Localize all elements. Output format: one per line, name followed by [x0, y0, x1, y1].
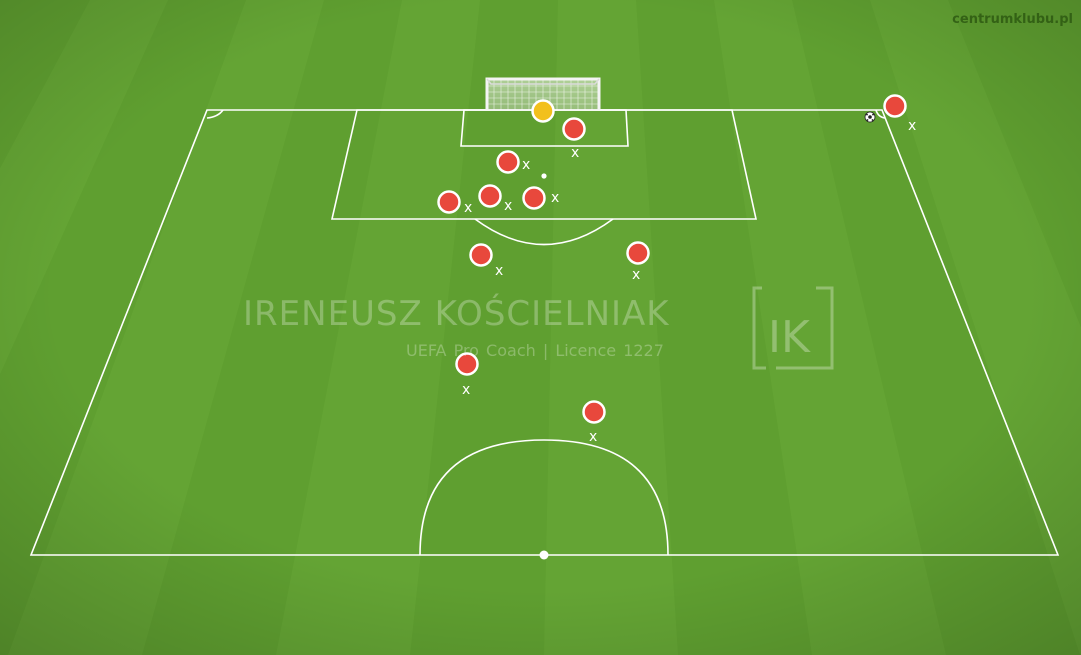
player-marker[interactable] — [469, 243, 493, 267]
penalty-arc — [474, 218, 614, 246]
player-label: x — [571, 145, 579, 161]
coach-name-watermark: IRENEUSZ KOŚCIELNIAK — [243, 294, 670, 334]
pitch-lines — [29, 109, 1060, 556]
corner-arc-right — [875, 109, 886, 119]
penalty-spot — [541, 173, 547, 179]
site-watermark: centrumklubu.pl — [952, 12, 1073, 27]
player-label: x — [908, 118, 916, 134]
players-layer: x x x x x x x x x x — [437, 94, 916, 445]
player-label: x — [504, 198, 512, 214]
center-circle-arc — [419, 439, 669, 556]
player-label: x — [495, 263, 503, 279]
player-marker[interactable] — [455, 352, 479, 376]
soccer-ball-icon[interactable] — [864, 111, 876, 123]
player-marker[interactable] — [522, 186, 546, 210]
player-label: x — [462, 382, 470, 398]
player-marker[interactable] — [478, 184, 502, 208]
player-label: x — [632, 267, 640, 283]
player-marker[interactable] — [582, 400, 606, 424]
player-label: x — [589, 429, 597, 445]
player-marker[interactable] — [883, 94, 907, 118]
goalkeeper-marker[interactable] — [531, 99, 555, 123]
player-label: x — [522, 157, 530, 173]
center-spot — [539, 550, 549, 560]
player-marker[interactable] — [626, 241, 650, 265]
player-label: x — [551, 190, 559, 206]
player-marker[interactable] — [437, 190, 461, 214]
coach-logo: IK — [752, 286, 834, 370]
player-label: x — [464, 200, 472, 216]
coach-licence-watermark: UEFA Pro Coach | Licence 1227 — [406, 341, 664, 360]
goal-frame — [485, 77, 601, 110]
player-marker[interactable] — [562, 117, 586, 141]
corner-arc-left — [206, 109, 224, 119]
logo-letters: IK — [768, 312, 811, 363]
player-marker[interactable] — [496, 150, 520, 174]
